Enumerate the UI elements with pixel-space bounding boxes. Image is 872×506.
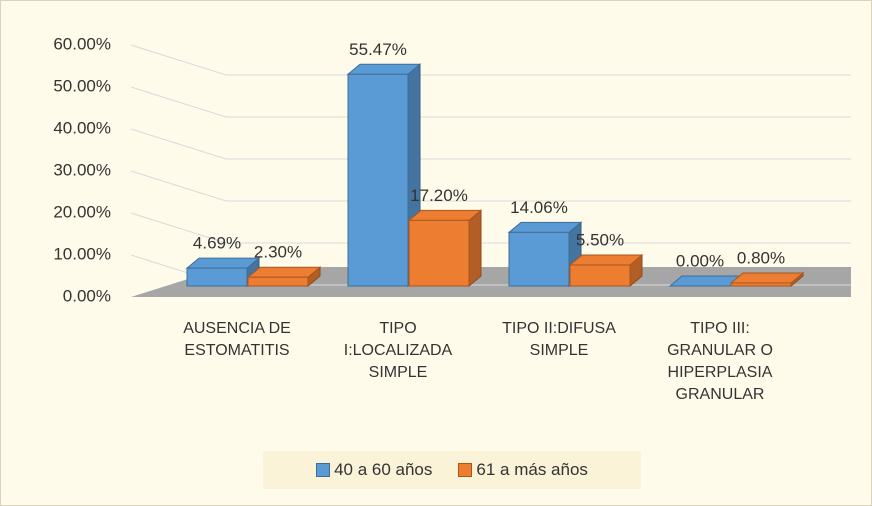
x-tick-label: TIPO I:LOCALIZADA SIMPLE [343, 320, 453, 381]
bar-side [468, 209, 482, 288]
value-label: 0.80% [737, 248, 785, 267]
x-tick-label: TIPO II:DIFUSA SIMPLE [502, 320, 616, 359]
bar [347, 73, 409, 287]
grid-line [130, 44, 851, 76]
legend-label: 61 a más años [476, 460, 588, 479]
bar-top [346, 63, 422, 75]
y-tick-label: 40.00% [53, 118, 111, 137]
bar-top [729, 272, 805, 284]
grid-line [130, 170, 851, 202]
bar-top [407, 209, 483, 221]
y-tick-label: 10.00% [53, 244, 111, 263]
value-label: 0.00% [676, 251, 724, 270]
y-tick-label: 30.00% [53, 160, 111, 179]
legend-swatch [458, 463, 473, 477]
bar-top [246, 266, 322, 278]
x-tick-label: AUSENCIA DE ESTOMATITIS [183, 320, 291, 359]
bar [247, 276, 309, 287]
y-tick-label: 0.00% [63, 286, 111, 305]
value-label: 55.47% [349, 40, 407, 59]
y-tick-label: 20.00% [53, 202, 111, 221]
bar [408, 219, 470, 287]
bar-top [185, 257, 261, 269]
value-label: 17.20% [410, 186, 468, 205]
y-tick-label: 60.00% [53, 34, 111, 53]
y-tick-label: 50.00% [53, 76, 111, 95]
legend-item: 40 a 60 años [316, 460, 432, 480]
bar-top [507, 221, 583, 233]
legend-item: 61 a más años [458, 460, 588, 480]
bar [569, 264, 631, 287]
bar [730, 282, 792, 287]
value-label: 5.50% [576, 230, 624, 249]
value-label: 2.30% [254, 243, 302, 262]
bar [186, 267, 248, 287]
bar-top [568, 254, 644, 266]
grid-line [130, 212, 851, 244]
grid-line [130, 86, 851, 118]
legend: 40 a 60 años 61 a más años [263, 451, 641, 489]
grid-line [130, 128, 851, 160]
legend-swatch [316, 463, 331, 477]
legend-label: 40 a 60 años [334, 460, 433, 479]
x-tick-label: TIPO III: GRANULAR O HIPERPLASIA GRANULA… [667, 320, 773, 403]
bar [508, 231, 570, 287]
value-label: 14.06% [510, 198, 568, 217]
value-label: 4.69% [193, 234, 241, 253]
